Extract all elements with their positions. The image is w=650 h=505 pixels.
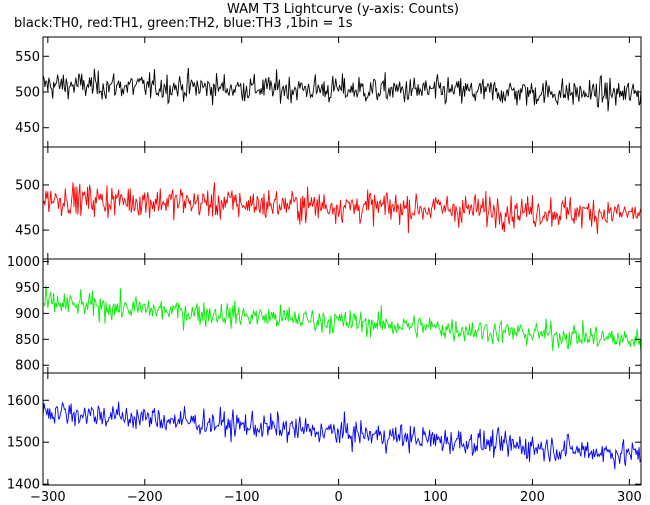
x-tick-label: −200 — [127, 490, 163, 505]
y-tick-label: 1000 — [7, 255, 40, 270]
panel-th0: 450 500 550 — [15, 36, 642, 148]
series-th3-line — [43, 401, 641, 470]
x-tick-label: 0 — [334, 490, 342, 505]
y-tick-label: 500 — [15, 86, 40, 101]
panels-group: 4505005504505008008509009501000140015001… — [7, 36, 642, 493]
y-tick-label: 850 — [15, 333, 40, 348]
series-th1-line — [43, 182, 641, 235]
x-axis: −300 −200 −100 0 100 200 300 — [30, 490, 642, 505]
x-tick-label: 100 — [423, 490, 448, 505]
y-tick-label: 950 — [15, 281, 40, 296]
y-tick-label: 500 — [15, 178, 40, 193]
panel-frame — [42, 372, 642, 486]
y-tick-label: 450 — [15, 121, 40, 136]
panel-th2: 800 850 900 950 1000 — [7, 255, 642, 374]
y-tick-label: 1500 — [7, 436, 40, 451]
x-tick-label: −300 — [30, 490, 66, 505]
series-th0-line — [43, 67, 641, 112]
x-tick-label: −100 — [224, 490, 260, 505]
chart-title: WAM T3 Lightcurve (y-axis: Counts) — [227, 2, 459, 17]
x-tick-label: 300 — [617, 490, 642, 505]
chart-subtitle: black:TH0, red:TH1, green:TH2, blue:TH3 … — [14, 16, 353, 31]
y-tick-label: 1600 — [7, 394, 40, 409]
x-tick-label: 200 — [520, 490, 545, 505]
y-tick-label: 800 — [15, 359, 40, 374]
y-tick-label: 550 — [15, 50, 40, 65]
y-tick-label: 1400 — [7, 478, 40, 493]
y-tick-label: 900 — [15, 307, 40, 322]
panel-th3: 1400 1500 1600 — [7, 372, 642, 493]
panel-th1: 450 500 — [15, 146, 642, 260]
y-tick-label: 450 — [15, 224, 40, 239]
series-th2-line — [43, 285, 641, 354]
